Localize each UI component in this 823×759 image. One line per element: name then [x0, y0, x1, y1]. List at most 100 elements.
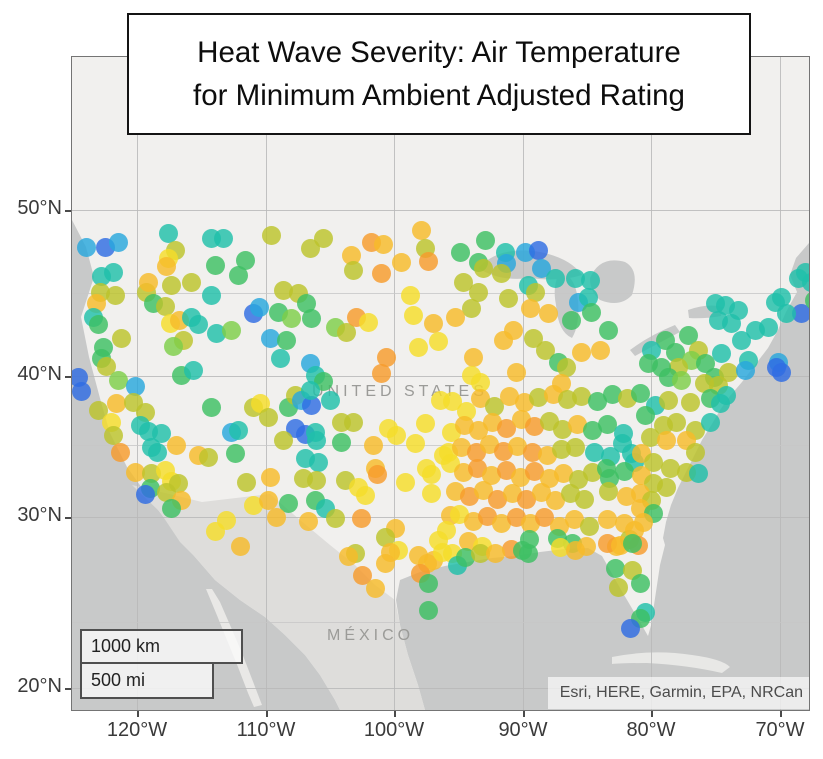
data-point[interactable]	[450, 242, 470, 262]
data-point[interactable]	[597, 414, 617, 434]
data-point[interactable]	[76, 237, 96, 257]
data-point[interactable]	[534, 507, 554, 527]
data-point[interactable]	[103, 425, 123, 445]
data-point[interactable]	[273, 430, 293, 450]
data-point[interactable]	[375, 527, 395, 547]
data-point[interactable]	[358, 312, 378, 332]
data-point[interactable]	[228, 420, 248, 440]
data-point[interactable]	[221, 320, 241, 340]
data-point[interactable]	[685, 442, 705, 462]
data-point[interactable]	[498, 288, 518, 308]
data-point[interactable]	[470, 543, 490, 563]
data-point[interactable]	[608, 577, 628, 597]
data-point[interactable]	[243, 495, 263, 515]
data-point[interactable]	[276, 330, 296, 350]
data-point[interactable]	[400, 285, 420, 305]
data-point[interactable]	[694, 373, 714, 393]
data-point[interactable]	[468, 282, 488, 302]
data-point[interactable]	[491, 263, 511, 283]
data-point[interactable]	[91, 266, 111, 286]
data-point[interactable]	[516, 489, 536, 509]
data-point[interactable]	[528, 387, 548, 407]
data-point[interactable]	[371, 363, 391, 383]
data-point[interactable]	[88, 314, 108, 334]
data-point[interactable]	[428, 331, 448, 351]
data-point[interactable]	[758, 317, 778, 337]
data-point[interactable]	[535, 340, 555, 360]
data-point[interactable]	[565, 540, 585, 560]
data-point[interactable]	[475, 230, 495, 250]
data-point[interactable]	[163, 336, 183, 356]
data-point[interactable]	[225, 443, 245, 463]
data-point[interactable]	[481, 465, 501, 485]
data-point[interactable]	[106, 393, 126, 413]
data-point[interactable]	[461, 298, 481, 318]
data-point[interactable]	[496, 418, 516, 438]
data-point[interactable]	[565, 268, 585, 288]
data-point[interactable]	[491, 513, 511, 533]
data-point[interactable]	[258, 407, 278, 427]
data-point[interactable]	[135, 484, 155, 504]
data-point[interactable]	[735, 360, 755, 380]
data-point[interactable]	[147, 442, 167, 462]
data-point[interactable]	[156, 256, 176, 276]
data-point[interactable]	[678, 325, 698, 345]
data-point[interactable]	[341, 245, 361, 265]
data-point[interactable]	[183, 360, 203, 380]
data-point[interactable]	[421, 483, 441, 503]
data-point[interactable]	[522, 442, 542, 462]
data-point[interactable]	[656, 477, 676, 497]
data-point[interactable]	[155, 296, 175, 316]
data-point[interactable]	[391, 252, 411, 272]
data-point[interactable]	[336, 322, 356, 342]
data-point[interactable]	[660, 458, 680, 478]
data-point[interactable]	[473, 480, 493, 500]
data-point[interactable]	[405, 433, 425, 453]
data-point[interactable]	[331, 432, 351, 452]
data-point[interactable]	[213, 228, 233, 248]
data-point[interactable]	[236, 472, 256, 492]
data-point[interactable]	[581, 302, 601, 322]
data-point[interactable]	[630, 383, 650, 403]
data-point[interactable]	[376, 347, 396, 367]
data-point[interactable]	[125, 376, 145, 396]
data-point[interactable]	[188, 314, 208, 334]
data-point[interactable]	[485, 543, 505, 563]
data-point[interactable]	[552, 419, 572, 439]
data-point[interactable]	[151, 423, 171, 443]
data-point[interactable]	[161, 275, 181, 295]
data-point[interactable]	[531, 258, 551, 278]
data-point[interactable]	[571, 386, 591, 406]
data-point[interactable]	[680, 392, 700, 412]
data-point[interactable]	[565, 437, 585, 457]
data-point[interactable]	[538, 303, 558, 323]
data-point[interactable]	[451, 437, 471, 457]
data-point[interactable]	[776, 303, 796, 323]
data-point[interactable]	[587, 391, 607, 411]
data-point[interactable]	[373, 234, 393, 254]
data-point[interactable]	[455, 547, 475, 567]
data-point[interactable]	[695, 353, 715, 373]
data-point[interactable]	[230, 536, 250, 556]
data-point[interactable]	[630, 573, 650, 593]
data-point[interactable]	[201, 285, 221, 305]
data-point[interactable]	[421, 464, 441, 484]
data-point[interactable]	[343, 412, 363, 432]
data-point[interactable]	[273, 280, 293, 300]
data-point[interactable]	[561, 310, 581, 330]
data-point[interactable]	[507, 436, 527, 456]
data-point[interactable]	[590, 340, 610, 360]
data-point[interactable]	[671, 370, 691, 390]
data-point[interactable]	[301, 395, 321, 415]
data-point[interactable]	[365, 578, 385, 598]
data-point[interactable]	[408, 337, 428, 357]
data-point[interactable]	[582, 420, 602, 440]
data-point[interactable]	[524, 416, 544, 436]
data-point[interactable]	[499, 386, 519, 406]
data-point[interactable]	[228, 265, 248, 285]
data-point[interactable]	[343, 260, 363, 280]
data-point[interactable]	[296, 293, 316, 313]
data-point[interactable]	[638, 353, 658, 373]
data-point[interactable]	[411, 220, 431, 240]
data-point[interactable]	[423, 313, 443, 333]
